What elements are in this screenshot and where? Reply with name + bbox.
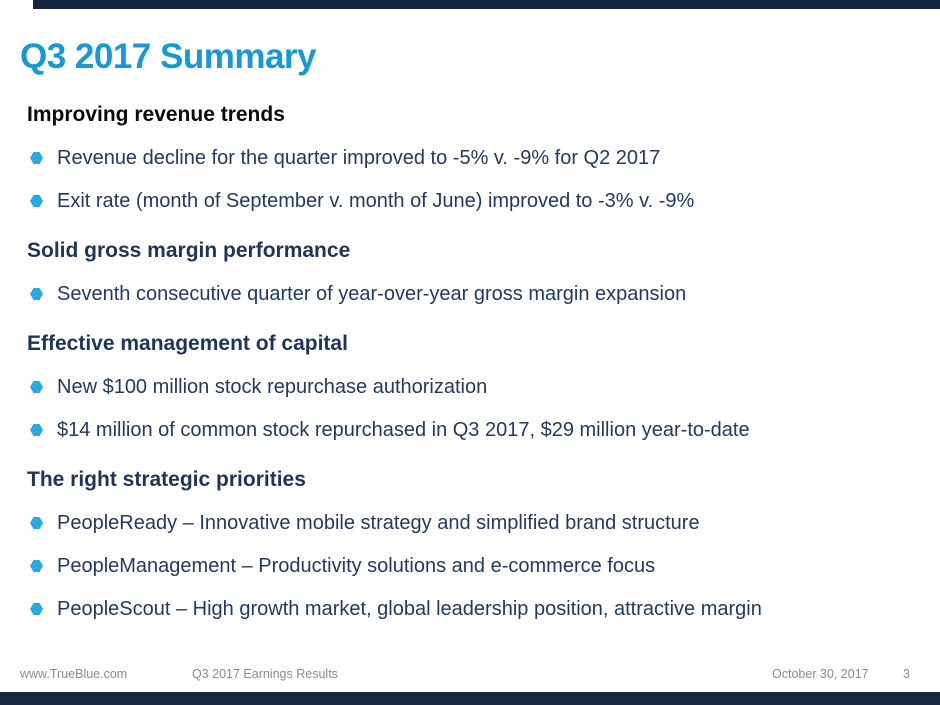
bullet-text: Exit rate (month of September v. month o… (57, 190, 695, 212)
hexagon-bullet-icon (30, 560, 43, 572)
section-heading: Solid gross margin performance (27, 239, 351, 262)
bullet-item: New $100 million stock repurchase author… (27, 376, 900, 398)
section-heading: Improving revenue trends (27, 103, 285, 126)
bullet-text: Seventh consecutive quarter of year-over… (57, 283, 687, 305)
slide-content: Q3 2017 Summary Improving revenue trends… (20, 37, 900, 621)
bottom-accent-bar (0, 692, 940, 705)
hexagon-bullet-icon (30, 603, 43, 615)
hexagon-bullet-icon (30, 517, 43, 529)
bullet-item: $14 million of common stock repurchased … (27, 419, 900, 441)
bullet-item: PeopleReady – Innovative mobile strategy… (27, 512, 900, 534)
footer-page-number: 3 (903, 667, 910, 681)
hexagon-bullet-icon (30, 195, 43, 207)
bullet-text: $14 million of common stock repurchased … (57, 419, 750, 441)
hexagon-bullet-icon (30, 381, 43, 393)
bullet-item: Revenue decline for the quarter improved… (27, 147, 900, 169)
bullet-text: PeopleScout – High growth market, global… (57, 598, 762, 620)
section-strategic-priorities: The right strategic priorities PeopleRea… (27, 468, 900, 621)
section-capital-management: Effective management of capital New $100… (27, 332, 900, 442)
bullet-item: PeopleScout – High growth market, global… (27, 598, 900, 620)
hexagon-bullet-icon (30, 424, 43, 436)
section-improving-revenue-trends: Improving revenue trends Revenue decline… (27, 103, 900, 213)
bullet-item: PeopleManagement – Productivity solution… (27, 555, 900, 577)
section-gross-margin: Solid gross margin performance Seventh c… (27, 239, 900, 306)
hexagon-bullet-icon (30, 152, 43, 164)
bullet-text: New $100 million stock repurchase author… (57, 376, 488, 398)
footer-website: www.TrueBlue.com (20, 667, 128, 681)
section-heading: The right strategic priorities (27, 468, 306, 491)
bullet-item: Exit rate (month of September v. month o… (27, 190, 900, 212)
bullet-text: Revenue decline for the quarter improved… (57, 147, 661, 169)
bullet-text: PeopleReady – Innovative mobile strategy… (57, 512, 700, 534)
footer-date: October 30, 2017 (772, 667, 869, 681)
bullet-item: Seventh consecutive quarter of year-over… (27, 283, 900, 305)
top-accent-bar (33, 0, 940, 9)
footer-deck-title: Q3 2017 Earnings Results (192, 667, 338, 681)
bullet-text: PeopleManagement – Productivity solution… (57, 555, 656, 577)
slide-title: Q3 2017 Summary (20, 37, 317, 76)
hexagon-bullet-icon (30, 288, 43, 300)
section-heading: Effective management of capital (27, 332, 348, 355)
